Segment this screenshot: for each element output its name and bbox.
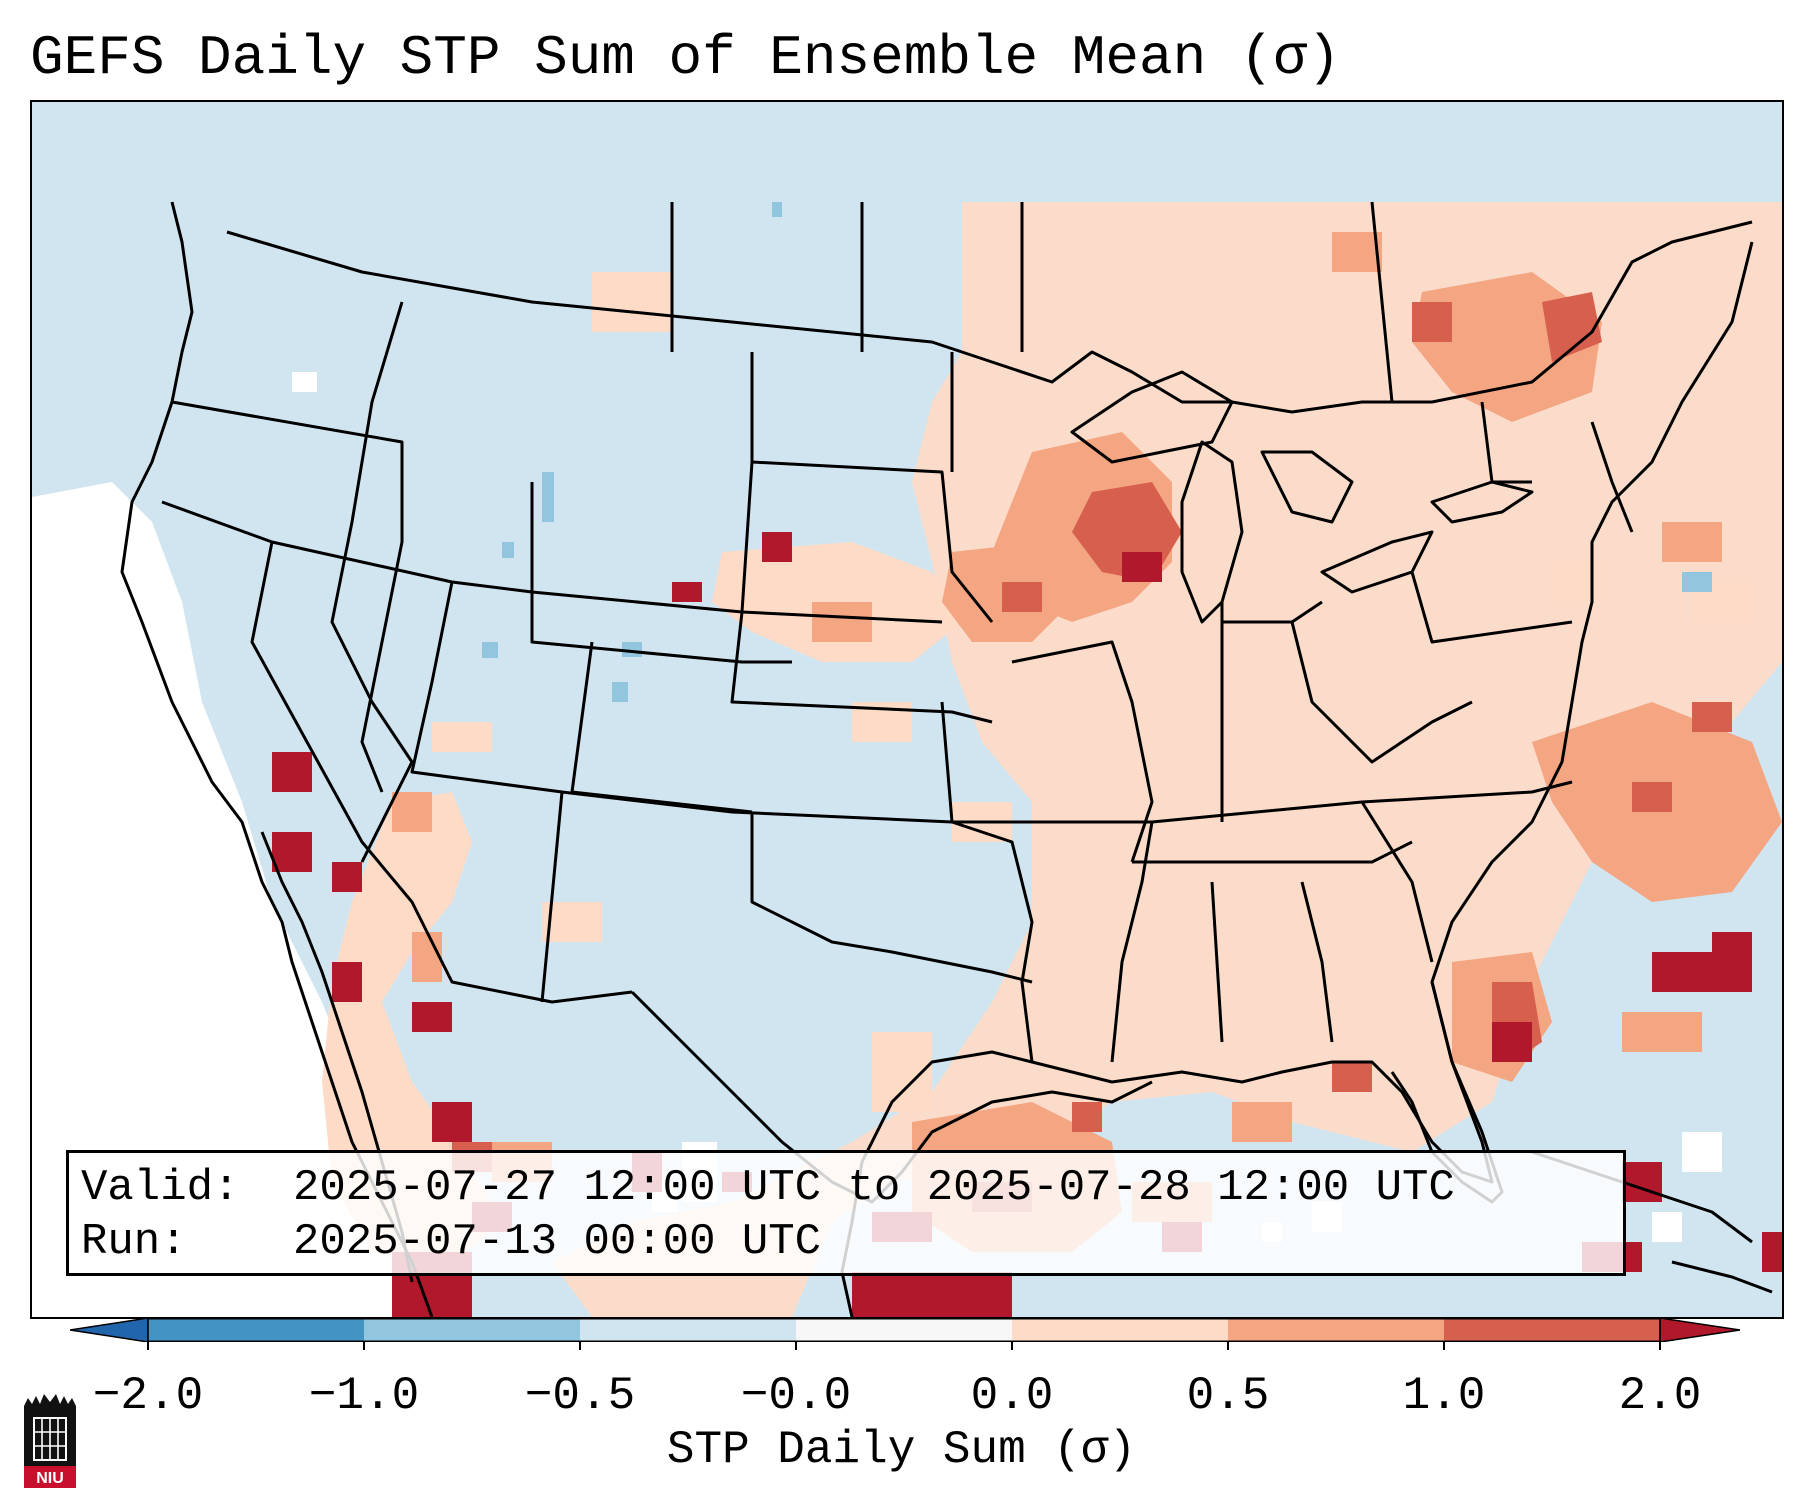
colorbar-tick-mark <box>147 1342 149 1350</box>
colorbar-label: STP Daily Sum (σ) <box>666 1424 1137 1476</box>
colorbar-tick-mark <box>579 1342 581 1350</box>
run-label: Run: <box>81 1217 187 1267</box>
colorbar-tick-label: 0.0 <box>970 1370 1054 1422</box>
colorbar-bin-1 <box>148 1318 364 1342</box>
colorbar-bin-7 <box>1444 1318 1660 1342</box>
colorbar-tick-label: −1.0 <box>308 1370 420 1422</box>
map-canvas <box>32 102 1782 1317</box>
colorbar-tick-label: −0.0 <box>740 1370 852 1422</box>
colorbar-tick-mark <box>795 1342 797 1350</box>
colorbar-bin-6 <box>1228 1318 1444 1342</box>
colorbar-tick-mark <box>1011 1342 1013 1350</box>
colorbar-extend-high <box>1659 1318 1740 1342</box>
run-value: 2025-07-13 00:00 UTC <box>293 1217 822 1267</box>
colorbar-tick-label: 2.0 <box>1618 1370 1702 1422</box>
colorbar-ticks: −2.0 −1.0 −0.5 −0.0 0.0 0.5 1.0 2.0 <box>0 1342 1803 1422</box>
map-title: GEFS Daily STP Sum of Ensemble Mean (σ) <box>30 26 1341 90</box>
stp-map[interactable] <box>30 100 1784 1319</box>
colorbar-tick-mark <box>363 1342 365 1350</box>
valid-run-info-box: Valid: 2025-07-27 12:00 UTC to 2025-07-28… <box>66 1150 1626 1276</box>
colorbar-tick-label: −0.5 <box>524 1370 636 1422</box>
colorbar-extend-low <box>70 1318 149 1342</box>
colorbar-bin-2 <box>364 1318 580 1342</box>
anomaly-negative <box>482 202 1712 702</box>
run-row: Run: 2025-07-13 00:00 UTC <box>81 1215 1611 1269</box>
colorbar-tick-mark <box>1443 1342 1445 1350</box>
colorbar-tick-label: 0.5 <box>1186 1370 1270 1422</box>
colorbar-tick-mark <box>1659 1342 1661 1350</box>
colorbar-bin-5 <box>1012 1318 1228 1342</box>
colorbar-tick-label: −2.0 <box>92 1370 204 1422</box>
valid-label: Valid: <box>81 1163 240 1213</box>
valid-row: Valid: 2025-07-27 12:00 UTC to 2025-07-28… <box>81 1161 1611 1215</box>
colorbar <box>70 1318 1740 1342</box>
colorbar-bin-4 <box>796 1318 1012 1342</box>
colorbar-bin-3 <box>580 1318 796 1342</box>
colorbar-tick-label: 1.0 <box>1402 1370 1486 1422</box>
niu-logo-icon: NIU <box>24 1394 76 1488</box>
valid-value: 2025-07-27 12:00 UTC to 2025-07-28 12:00… <box>293 1163 1455 1213</box>
niu-logo-text: NIU <box>36 1470 64 1487</box>
colorbar-tick-mark <box>1227 1342 1229 1350</box>
